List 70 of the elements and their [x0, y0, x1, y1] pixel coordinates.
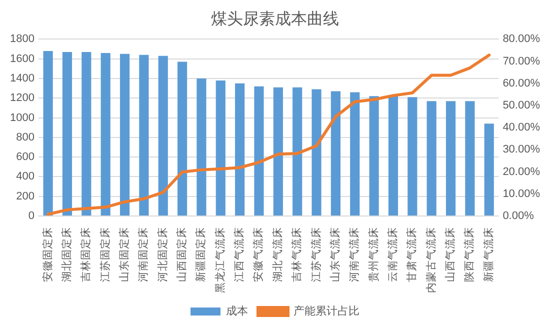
y-tick-label: 1600 [10, 52, 34, 65]
y-tick-label: 1200 [10, 92, 34, 104]
x-tick-label: 山西固定床 [175, 227, 188, 282]
x-tick-label: 江苏气流床 [309, 227, 322, 282]
bar [426, 101, 436, 216]
bar [139, 54, 149, 216]
y2-tick-label: 80.00% [502, 33, 540, 46]
bar [388, 96, 398, 216]
y2-tick-label: 30.00% [502, 144, 540, 156]
bar [43, 50, 53, 216]
x-tick-label: 河南气流床 [348, 227, 361, 282]
bar [330, 91, 340, 216]
y2-tick-label: 20.00% [502, 166, 540, 178]
bar [446, 101, 456, 216]
y-tick-label: 1000 [10, 112, 34, 124]
bar [100, 52, 110, 216]
x-tick-label: 吉林气流床 [290, 227, 304, 282]
bar [216, 80, 226, 216]
x-tick-label: 云南气流床 [386, 227, 399, 282]
x-tick-label: 甘肃气流床 [405, 227, 418, 282]
y-tick-label: 200 [16, 190, 34, 202]
bar [196, 78, 206, 216]
y2-tick-label: 60.00% [502, 77, 540, 90]
x-tick-label: 安徽固定床 [40, 227, 54, 282]
x-tick-label: 陕西气流床 [462, 227, 476, 282]
x-tick-label: 河南固定床 [136, 227, 150, 282]
x-tick-label: 湖北固定床 [60, 227, 73, 282]
y-tick-label: 400 [16, 170, 34, 183]
bar [273, 87, 283, 216]
x-tick-label: 山东固定床 [117, 227, 130, 282]
x-tick-label: 湖北气流床 [270, 227, 284, 282]
x-tick-label: 山东气流床 [328, 227, 342, 282]
x-tick-label: 江西气流床 [232, 227, 246, 282]
bar [120, 54, 130, 216]
bar [312, 89, 322, 216]
y-tick-label: 0 [28, 210, 34, 222]
x-tick-label: 安徽气流床 [252, 227, 265, 282]
bar [484, 124, 494, 216]
bar [408, 97, 418, 216]
y-tick-label: 1400 [10, 72, 34, 85]
y2-tick-label: 40.00% [502, 122, 540, 134]
x-tick-label: 黑龙江气流床 [213, 227, 226, 293]
x-tick-label: 山西气流床 [443, 227, 456, 282]
bar [158, 56, 168, 216]
bar [235, 83, 245, 216]
bar [350, 92, 360, 216]
y-tick-label: 600 [16, 151, 34, 164]
y2-tick-label: 0.00% [502, 210, 534, 222]
chart-title: 煤头尿素成本曲线 [211, 8, 339, 28]
legend-label: 产能累计占比 [294, 304, 360, 318]
y-tick-label: 1800 [10, 33, 34, 46]
y-tick-label: 800 [16, 131, 34, 144]
x-tick-label: 江苏固定床 [98, 227, 112, 282]
bar [465, 101, 475, 216]
bar [82, 52, 92, 216]
bar [369, 96, 379, 216]
x-tick-label: 新疆固定床 [194, 227, 208, 282]
x-tick-label: 吉林固定床 [79, 227, 92, 282]
bar [254, 86, 264, 216]
y2-tick-label: 50.00% [502, 100, 540, 112]
x-tick-label: 贵州气流床 [366, 227, 380, 282]
x-tick-label: 河北固定床 [156, 227, 169, 282]
legend-label: 成本 [226, 304, 248, 318]
y2-tick-label: 70.00% [502, 55, 540, 68]
y2-tick-label: 10.00% [502, 188, 540, 200]
bar [292, 87, 302, 216]
x-tick-label: 新疆气流床 [482, 227, 495, 282]
bar [177, 62, 188, 216]
bar [62, 52, 72, 216]
x-tick-label: 内蒙古气流床 [424, 227, 438, 293]
